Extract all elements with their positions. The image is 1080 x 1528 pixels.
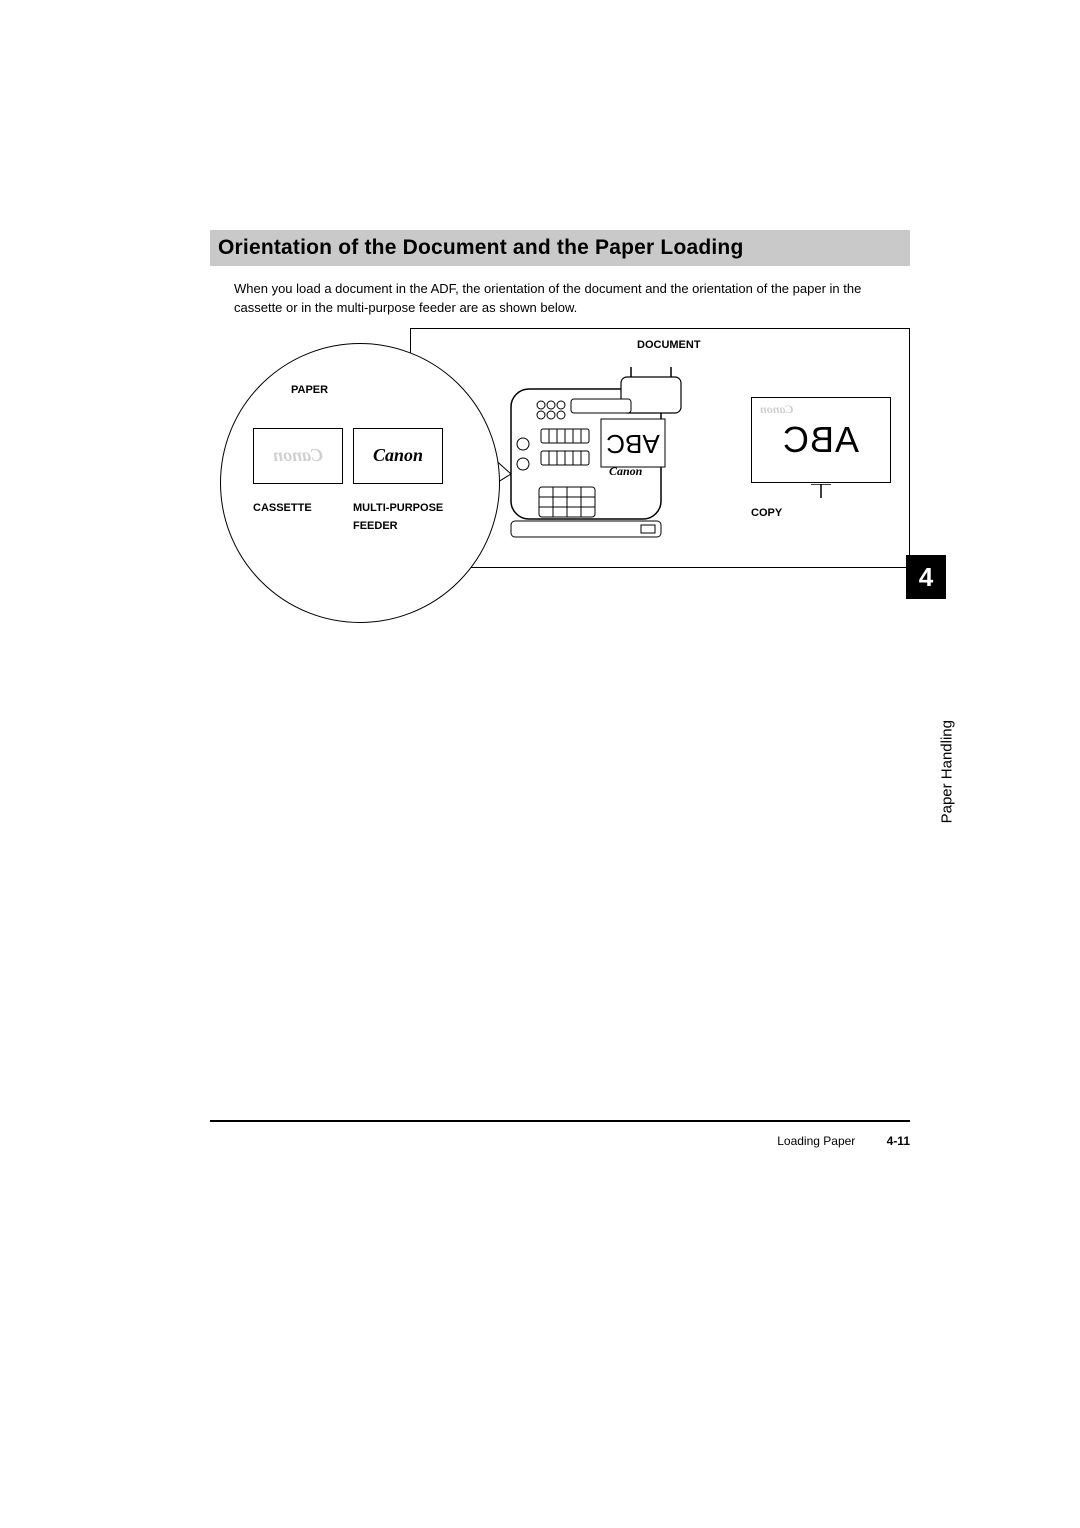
chapter-tab: 4: [906, 555, 946, 599]
label-cassette: CASSETTE: [253, 502, 312, 514]
copy-indicator-line: [806, 484, 836, 506]
cassette-text: Canon: [273, 445, 323, 466]
footer-page-number: 4-11: [887, 1134, 910, 1148]
footer-section: Loading Paper: [777, 1134, 855, 1148]
label-multipurpose: MULTI-PURPOSE: [353, 502, 443, 514]
multipurpose-slot: Canon: [353, 428, 443, 484]
section-body-text: When you load a document in the ADF, the…: [234, 280, 910, 318]
label-feeder: FEEDER: [353, 520, 398, 532]
svg-text:ABC: ABC: [606, 429, 659, 459]
cassette-slot: Canon: [253, 428, 343, 484]
section-heading: Orientation of the Document and the Pape…: [210, 230, 910, 266]
label-copy: COPY: [751, 507, 782, 519]
zoom-circle: PAPER Canon Canon CASSETTE MULTI-PURPOSE…: [220, 343, 500, 623]
copy-output: Canon ABC: [751, 397, 891, 483]
label-paper: PAPER: [291, 384, 328, 396]
chapter-side-label: Paper Handling: [938, 720, 955, 823]
footer-rule: [210, 1120, 910, 1122]
copy-abc-text: ABC: [782, 419, 859, 461]
label-document: DOCUMENT: [637, 339, 701, 351]
multipurpose-text: Canon: [373, 445, 423, 466]
copy-watermark: Canon: [760, 402, 793, 417]
page-footer: Loading Paper 4-11: [210, 1134, 910, 1148]
